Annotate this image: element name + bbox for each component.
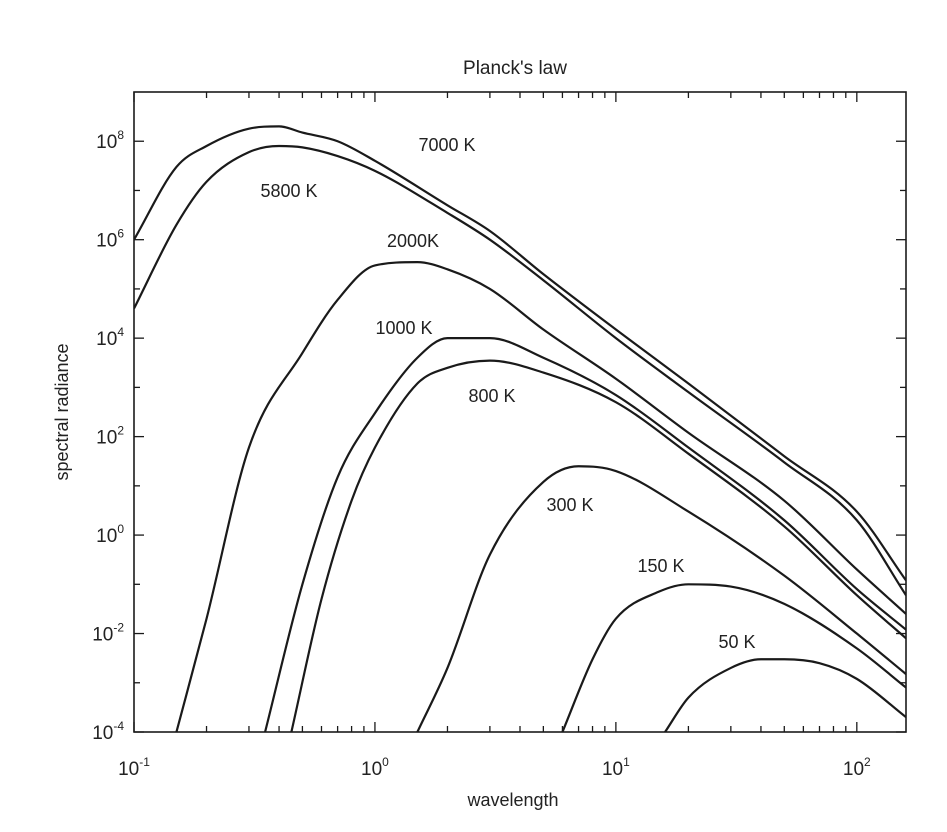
series-label: 5800 K (260, 181, 317, 201)
series-curve (175, 261, 906, 732)
y-tick-labels: 10-4 10-2 100 102 104 106 108 (92, 128, 124, 744)
series-curve (134, 144, 906, 596)
x-tick-labels: 10-1 100 101 102 (118, 755, 871, 780)
series-label: 300 K (546, 495, 593, 515)
series-curve (416, 465, 906, 732)
x-tick-label: 10-1 (118, 755, 150, 780)
series-labels: 7000 K 5800 K 2000K 1000 K 800 K 300 K 150 K 50… (260, 135, 755, 652)
series-curve (561, 583, 906, 732)
x-tick-label: 101 (602, 755, 630, 780)
y-tick-label: 106 (96, 227, 124, 252)
y-axis-label: spectral radiance (52, 343, 72, 480)
plot-frame (133, 91, 907, 733)
series-curves (134, 125, 906, 732)
y-tick-label: 104 (96, 325, 124, 350)
y-tick-label: 100 (96, 522, 124, 547)
series-label: 50 K (718, 632, 755, 652)
series-label: 2000K (387, 231, 439, 251)
series-curve (134, 125, 906, 582)
series-label: 7000 K (418, 135, 475, 155)
y-tick-label: 108 (96, 128, 124, 153)
series-label: 800 K (468, 386, 515, 406)
x-tick-label: 100 (361, 755, 389, 780)
series-curve (264, 337, 906, 732)
x-tick-label: 102 (843, 755, 871, 780)
chart-title: Planck's law (463, 58, 567, 79)
series-curve (664, 658, 906, 732)
series-curve (290, 359, 906, 732)
series-label: 1000 K (375, 318, 432, 338)
y-tick-label: 10-2 (92, 621, 124, 646)
axis-ticks (133, 92, 906, 733)
y-tick-label: 102 (96, 424, 124, 449)
y-tick-label: 10-4 (92, 719, 124, 744)
x-axis-label: wavelength (466, 790, 558, 810)
series-label: 150 K (637, 556, 684, 576)
